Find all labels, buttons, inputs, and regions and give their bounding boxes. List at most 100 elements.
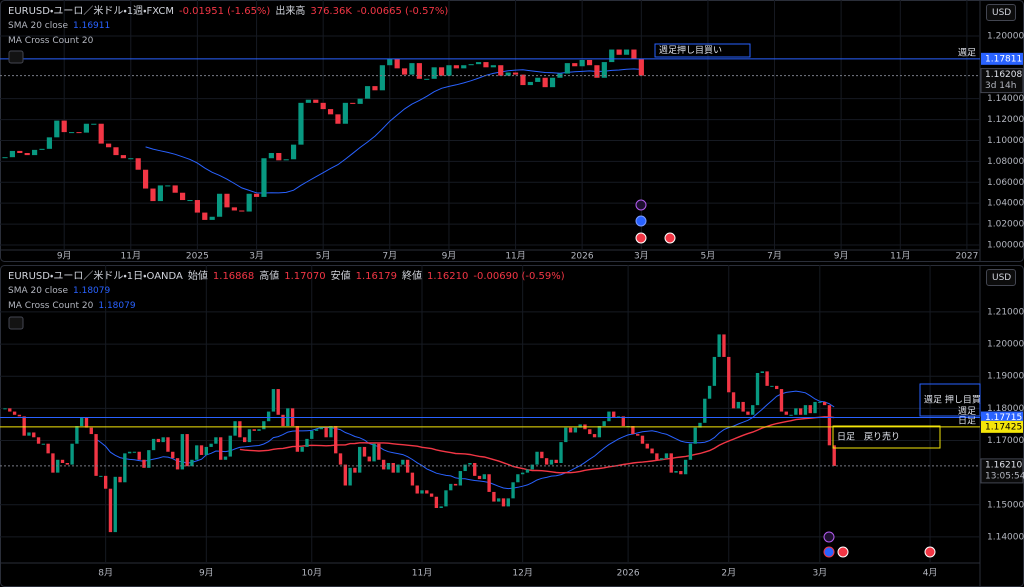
candle	[108, 488, 113, 533]
indicator-row: MA Cross Count 20 1.18079	[8, 299, 570, 314]
candle	[268, 153, 274, 159]
candle	[276, 389, 280, 415]
x-tick-label: 3月	[812, 568, 827, 579]
candle	[165, 185, 171, 187]
candle	[592, 434, 597, 438]
candle	[475, 62, 482, 65]
event-icon[interactable]	[924, 546, 936, 558]
candle	[416, 63, 422, 79]
y-tick-label: 1.19000	[987, 372, 1024, 382]
candle	[209, 216, 215, 220]
candle	[3, 408, 7, 410]
candle	[688, 443, 693, 460]
candle	[559, 442, 563, 463]
price-label-box	[980, 68, 1024, 94]
candle	[420, 490, 424, 494]
candle	[335, 114, 341, 124]
indicator-value: 1.18079	[73, 286, 111, 296]
price-label-box	[980, 458, 1024, 484]
candle	[463, 464, 467, 472]
event-icon[interactable]	[837, 546, 849, 558]
candle	[239, 210, 245, 212]
candle	[80, 418, 84, 427]
candle	[17, 150, 23, 154]
candle	[353, 467, 357, 473]
candle	[156, 438, 161, 443]
symbol-title: EURUSD・ユーロ／米ドル・1日・OANDA	[8, 271, 183, 282]
candle	[458, 471, 463, 486]
candle	[157, 185, 163, 202]
candle	[751, 405, 755, 415]
price-label: 1.17425	[985, 422, 1022, 432]
y-tick-label: 1.15000	[987, 500, 1024, 510]
annotation-text: 週足 押し目買	[924, 394, 981, 406]
candle	[573, 427, 578, 433]
candle	[54, 120, 60, 138]
candle	[827, 405, 832, 446]
collapse-button[interactable]	[8, 316, 24, 330]
candle	[693, 427, 697, 444]
legend-value: 1.17070	[284, 271, 326, 282]
y-tick-label: 1.17000	[987, 436, 1024, 446]
chart-panel: 1.20000 1.14000 1.12000 1.10000 1.08000 1.060…	[0, 0, 1024, 262]
candle	[172, 185, 178, 193]
candle	[319, 427, 324, 430]
event-icon[interactable]	[664, 232, 676, 244]
candle	[142, 169, 149, 189]
candle	[180, 434, 185, 470]
candle	[147, 450, 151, 468]
candle	[645, 443, 649, 449]
currency-button[interactable]: USD	[986, 4, 1016, 21]
indicator-row: MA Cross Count 20	[8, 34, 453, 49]
candle	[120, 155, 126, 159]
candle	[597, 426, 602, 438]
legend-row: EURUSD・ユーロ／米ドル・1週・FXCM -0.01951 (-1.65%) 出…	[8, 4, 453, 19]
candle	[113, 147, 119, 156]
candle	[453, 483, 458, 486]
candle	[334, 426, 338, 454]
candle	[631, 426, 635, 435]
candle	[377, 443, 381, 460]
event-icon[interactable]	[635, 232, 647, 244]
price-label: 1.17715	[985, 413, 1022, 423]
legend-header: EURUSD・ユーロ／米ドル・1週・FXCM -0.01951 (-1.65%) 出…	[8, 4, 453, 49]
candle	[228, 435, 232, 457]
indicator-name: SMA 20 close	[8, 286, 68, 296]
collapse-button[interactable]	[8, 50, 24, 64]
x-tick-label: 3月	[634, 251, 649, 262]
candle	[707, 385, 712, 399]
candle	[290, 144, 297, 160]
candle	[32, 149, 38, 156]
candle	[295, 426, 300, 452]
event-icon[interactable]	[635, 199, 647, 211]
candle	[89, 427, 93, 435]
candle	[305, 99, 311, 103]
candle	[544, 458, 549, 465]
currency-button[interactable]: USD	[986, 269, 1016, 286]
x-tick-label: 2026	[617, 569, 640, 579]
candle	[409, 63, 415, 75]
candle	[24, 153, 30, 156]
candle	[320, 102, 326, 110]
candle	[246, 193, 252, 212]
candle	[76, 132, 82, 134]
candle	[638, 58, 644, 76]
candle	[118, 476, 122, 483]
indicator-name: MA Cross Count 20	[8, 36, 94, 46]
candle	[253, 193, 260, 197]
candle	[39, 148, 45, 150]
event-icon[interactable]	[635, 215, 647, 227]
candle	[424, 78, 430, 80]
legend-value: 終値	[401, 271, 422, 282]
candle	[554, 459, 558, 463]
candle	[216, 193, 223, 217]
candle	[8, 408, 12, 412]
event-icon[interactable]	[823, 546, 835, 558]
y-tick-label: 1.21000	[987, 307, 1024, 317]
candle	[453, 65, 459, 69]
candle	[300, 446, 304, 452]
candle	[717, 334, 721, 357]
price-label: 1.16210	[985, 460, 1022, 470]
x-tick-label: 2025	[186, 252, 209, 262]
event-icon[interactable]	[823, 531, 835, 543]
